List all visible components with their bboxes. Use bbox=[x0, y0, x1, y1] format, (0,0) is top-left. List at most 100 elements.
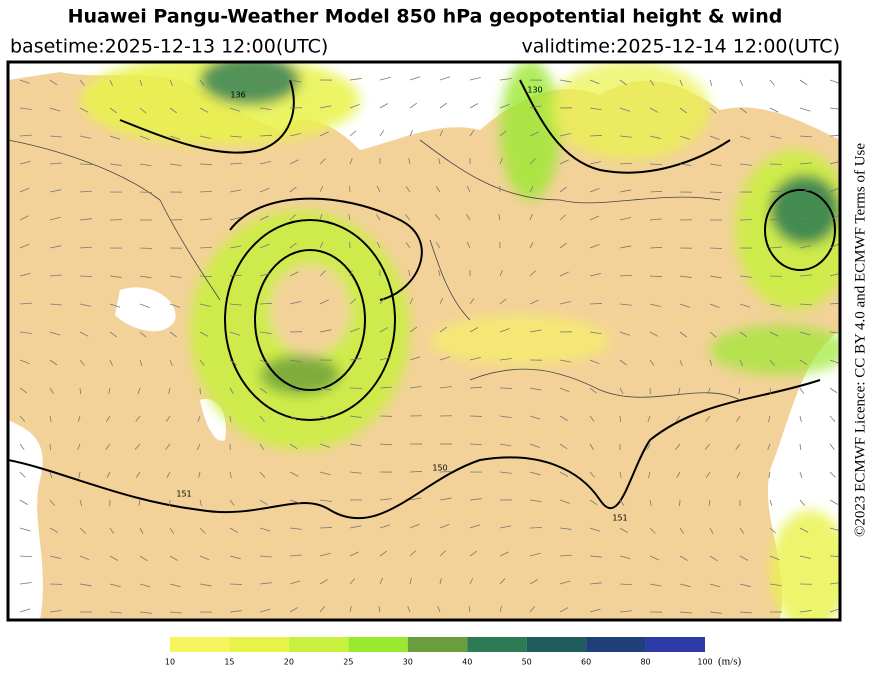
contour-label: 151 bbox=[176, 490, 191, 499]
wind-arrow bbox=[319, 387, 332, 391]
map bbox=[8, 62, 840, 620]
wind-arrow bbox=[649, 79, 655, 86]
wind-arrow bbox=[49, 216, 61, 221]
wind-arrow bbox=[319, 329, 332, 333]
wind-arrow bbox=[169, 135, 181, 140]
wind-arrow bbox=[289, 186, 297, 193]
wind-arrow bbox=[499, 130, 507, 137]
wind-arrow bbox=[229, 415, 232, 423]
wind-arrow bbox=[379, 550, 388, 557]
contour-label: 136 bbox=[230, 91, 245, 100]
colorbar: 10 15 20 25 30 40 50 60 80 100 (m/s) bbox=[165, 637, 742, 668]
wind-arrow bbox=[409, 523, 420, 529]
wind-arrow bbox=[229, 303, 242, 306]
wind-arrow bbox=[319, 242, 324, 249]
wind-arrow bbox=[19, 527, 31, 532]
wind-arrow bbox=[559, 271, 569, 277]
wind-arrow bbox=[349, 103, 360, 109]
wind-arrow bbox=[619, 303, 632, 306]
wind-arrow bbox=[109, 79, 113, 87]
wind-arrow bbox=[319, 131, 329, 137]
wind-arrow bbox=[768, 471, 771, 479]
wind-arrow bbox=[529, 105, 542, 109]
wind-arrow bbox=[405, 242, 411, 249]
wind-arrow bbox=[79, 303, 92, 307]
wind-arrow bbox=[19, 471, 26, 478]
wind-arrow bbox=[259, 471, 266, 478]
wind-arrow bbox=[229, 189, 242, 193]
wind-arrow bbox=[829, 443, 835, 450]
wind-arrow bbox=[139, 275, 152, 279]
wind-arrow bbox=[679, 555, 688, 561]
wind-arrow bbox=[649, 135, 661, 139]
wind-arrow bbox=[646, 443, 651, 451]
wind-arrow bbox=[739, 303, 751, 308]
colorbar-tick-label: 30 bbox=[403, 658, 413, 667]
wind-arrow bbox=[79, 190, 92, 193]
wind-arrow bbox=[619, 610, 632, 613]
wind-arrow bbox=[649, 190, 662, 193]
wind-arrow bbox=[619, 331, 631, 336]
wind-arrow bbox=[439, 76, 451, 81]
wind-arrow bbox=[109, 275, 122, 278]
wind-arrow bbox=[529, 552, 541, 557]
colorbar-segment bbox=[467, 637, 527, 652]
wind-arrow bbox=[289, 527, 302, 530]
wind-arrow bbox=[769, 303, 782, 307]
wind-arrow bbox=[589, 215, 600, 221]
wind-arrow bbox=[499, 104, 510, 109]
wind-arrow bbox=[409, 129, 413, 137]
wind-arrow bbox=[439, 497, 452, 501]
contour-labels: 150 151 151 136 130 bbox=[176, 86, 627, 523]
wind-arrow bbox=[499, 78, 512, 81]
colorbar-segment bbox=[407, 637, 468, 652]
wind-arrow bbox=[469, 443, 482, 446]
wind-arrow bbox=[469, 550, 478, 557]
wind-arrow bbox=[319, 499, 332, 502]
wind-arrow bbox=[589, 471, 596, 478]
wind-arrow bbox=[49, 387, 54, 394]
wind-arrow bbox=[559, 214, 567, 221]
wind-arrow bbox=[139, 163, 152, 167]
wind-arrow bbox=[409, 76, 421, 81]
wind-arrow bbox=[529, 471, 541, 476]
wind-arrow bbox=[769, 359, 775, 366]
wind-arrow bbox=[259, 331, 272, 335]
wind-arrow bbox=[589, 582, 602, 585]
wind-arrow bbox=[79, 527, 86, 534]
wind-arrow bbox=[619, 189, 632, 193]
wind-arrow bbox=[349, 78, 362, 81]
wind-arrow bbox=[196, 443, 201, 451]
wind-arrow bbox=[229, 135, 242, 138]
wind-arrow bbox=[379, 443, 392, 446]
wind-arrow bbox=[559, 159, 569, 165]
wind-arrow bbox=[319, 552, 331, 557]
wind-arrow bbox=[649, 583, 662, 587]
wind-arrow bbox=[529, 579, 539, 585]
wind-arrow bbox=[559, 133, 572, 137]
wind-arrow bbox=[409, 326, 418, 333]
colorbar-unit: (m/s) bbox=[718, 656, 742, 668]
validtime: validtime:2025-12-14 12:00(UTC) bbox=[521, 36, 840, 58]
wind-arrow bbox=[139, 359, 143, 367]
wind-arrow bbox=[349, 130, 357, 137]
wind-arrow bbox=[529, 443, 540, 448]
wind-arrow bbox=[799, 610, 812, 613]
wind-arrow bbox=[349, 157, 353, 165]
wind-arrow bbox=[165, 443, 171, 450]
wind-arrow bbox=[79, 135, 92, 139]
wind-arrow bbox=[49, 274, 62, 277]
wind-arrow bbox=[139, 331, 147, 338]
wind-arrow bbox=[559, 415, 568, 421]
wind-arrow bbox=[229, 331, 241, 336]
wind-arrow bbox=[229, 583, 242, 585]
wind-arrow bbox=[589, 79, 600, 85]
wind-arrow bbox=[49, 189, 62, 193]
wind-arrow bbox=[469, 577, 474, 585]
wind-arrow bbox=[799, 79, 808, 86]
wind-arrow bbox=[619, 387, 624, 394]
wind-arrow bbox=[289, 359, 302, 363]
wind-arrow bbox=[139, 555, 148, 562]
wind-arrow bbox=[559, 554, 572, 557]
wind-arrow bbox=[469, 524, 481, 529]
